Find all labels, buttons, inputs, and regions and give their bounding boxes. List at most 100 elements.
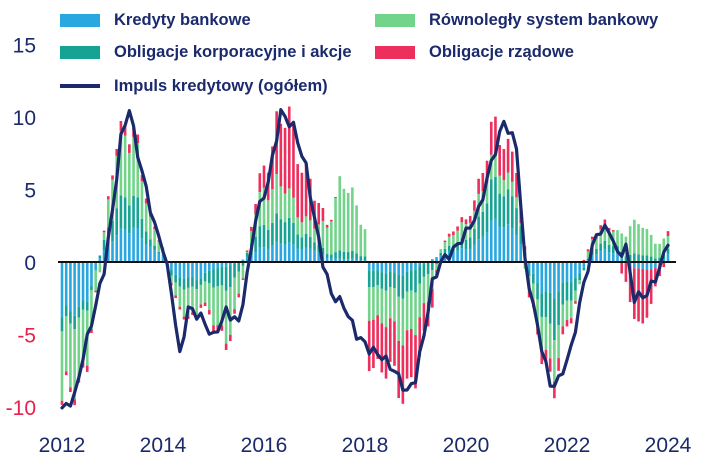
bar-shadow [153, 229, 156, 246]
bar-bank [275, 241, 278, 262]
bar-shadow [536, 299, 539, 325]
y-tick-label: -10 [6, 397, 36, 420]
bar-gov [64, 371, 68, 376]
bar-corp [338, 250, 342, 259]
bar-gov [279, 123, 283, 187]
bar-shadow [443, 242, 447, 249]
bar-corp [628, 254, 632, 262]
bar-bank [279, 243, 283, 262]
bar-shadow [620, 233, 624, 252]
bar-bank [241, 259, 245, 262]
bar-gov [510, 151, 514, 182]
bar-corp [363, 256, 367, 261]
bar-corp [599, 243, 602, 252]
bar-bank [485, 232, 489, 262]
bar-gov [611, 230, 615, 232]
bar-gov [287, 106, 291, 189]
bar-shadow [233, 277, 236, 310]
bar-bank [170, 262, 173, 270]
bar-bank [81, 262, 85, 301]
bar-gov [330, 219, 333, 222]
bar-shadow [628, 226, 632, 255]
bar-bank [292, 244, 295, 262]
bar-gov [388, 318, 392, 362]
bar-shadow [586, 251, 590, 259]
bar-corp [149, 239, 152, 247]
bar-corp [595, 248, 598, 255]
bar-bank [633, 262, 636, 269]
bar-corp [569, 282, 573, 301]
y-tick-label: 15 [13, 35, 36, 58]
bar-bank [498, 226, 501, 262]
bar-gov [481, 172, 485, 192]
bar-corp [128, 205, 131, 234]
bar-corp [174, 274, 177, 283]
bar-corp [207, 270, 211, 283]
y-tick-label: 0 [24, 252, 36, 275]
bar-shadow [363, 229, 367, 257]
bar-shadow [144, 203, 148, 232]
bar-gov [574, 301, 577, 304]
bar-corp [203, 272, 207, 282]
bar-bank [271, 245, 274, 262]
bar-shadow [334, 198, 337, 253]
bar-gov [207, 310, 211, 315]
bar-shadow [90, 290, 93, 330]
legend-item-shadow: Równoległy system bankowy [375, 8, 658, 32]
bar-gov [199, 304, 203, 308]
bar-shadow [191, 286, 194, 313]
bar-corp [220, 266, 224, 286]
bar-shadow [510, 181, 514, 197]
bar-corp [245, 252, 249, 257]
bar-shadow [452, 235, 455, 246]
bar-shadow [140, 181, 144, 219]
bar-gov [334, 197, 337, 199]
bar-bank [149, 246, 152, 262]
bar-gov [106, 196, 110, 200]
bar-bank [220, 262, 224, 267]
bar-gov [447, 233, 451, 237]
bar-bank [384, 262, 388, 274]
bar-corp [233, 263, 236, 278]
bar-bank [418, 262, 422, 267]
bar-shadow [498, 175, 501, 194]
bar-bank [212, 262, 215, 270]
bar-gov [502, 149, 506, 181]
bar-corp [296, 234, 299, 249]
bar-gov [662, 262, 666, 268]
bar-corp [73, 315, 76, 330]
bar-gov [90, 329, 93, 333]
bar-shadow [355, 205, 358, 254]
bar-shadow [654, 243, 657, 259]
bar-gov [140, 175, 144, 182]
bar-corp [607, 244, 611, 253]
legend-label-bank: Kredyty bankowe [114, 10, 251, 29]
bar-corp [330, 254, 333, 259]
bar-corp [494, 176, 497, 219]
bar-bank [90, 262, 93, 286]
bar-gov [409, 329, 413, 378]
bar-gov [245, 250, 249, 252]
bar-shadow [279, 186, 283, 220]
bar-corp [422, 264, 426, 277]
bar-shadow [435, 263, 438, 270]
bar-shadow [515, 197, 518, 209]
bar-corp [60, 317, 64, 332]
bar-bank [607, 252, 611, 262]
bar-corp [81, 300, 85, 310]
bar-bank [477, 239, 480, 262]
bar-bank [258, 247, 262, 262]
bar-corp [540, 293, 544, 317]
bar-shadow [561, 304, 565, 327]
bar-bank [388, 262, 392, 272]
bar-gov [325, 224, 329, 228]
bar-shadow [98, 262, 102, 273]
bar-bank [106, 244, 110, 262]
bar-gov [94, 290, 97, 293]
legend-swatch-corp [60, 45, 100, 59]
bar-shadow [325, 227, 329, 255]
bar-bank [422, 262, 426, 265]
bar-gov [153, 226, 156, 230]
bar-bank [578, 262, 581, 274]
bar-corp [645, 255, 649, 262]
